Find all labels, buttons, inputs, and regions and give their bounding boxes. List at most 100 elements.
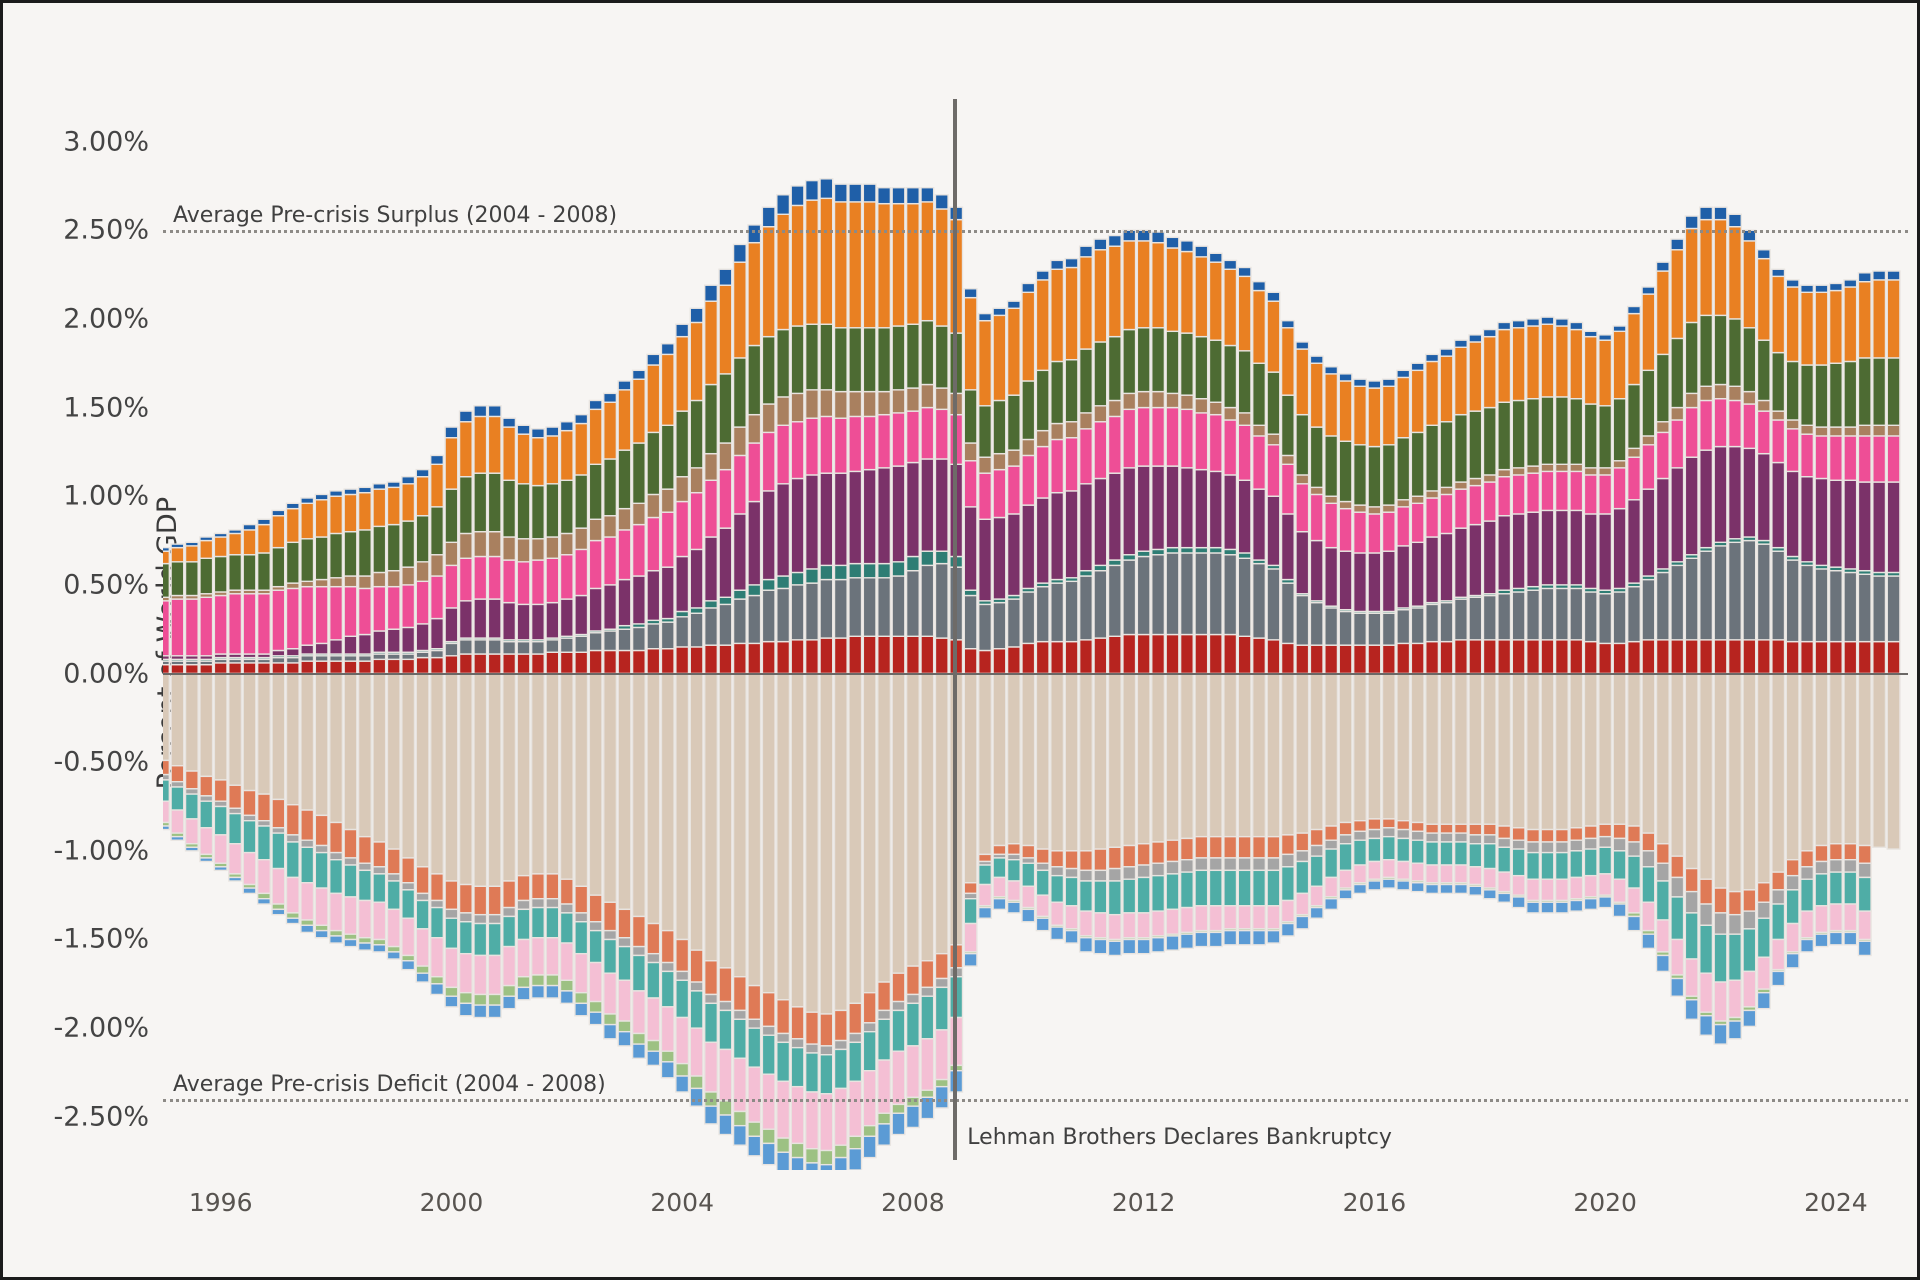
bar-segment-surplus	[1410, 607, 1425, 645]
bar-segment-surplus	[502, 640, 517, 655]
bar-segment-surplus	[747, 642, 762, 675]
bar-segment-deficit	[631, 1043, 646, 1059]
bar-segment-deficit	[314, 887, 329, 927]
bar-segment-deficit	[747, 1018, 762, 1029]
bar-segment-surplus	[978, 456, 993, 474]
bar-segment-surplus	[1381, 612, 1396, 646]
bar-segment-surplus	[1612, 591, 1627, 645]
bar-segment-deficit	[1295, 850, 1310, 863]
bar-segment-surplus	[1569, 463, 1584, 473]
bar-segment-surplus	[314, 493, 329, 501]
bar-segment-surplus	[905, 202, 920, 325]
bar-segment-deficit	[429, 873, 445, 902]
bar-segment-deficit	[1554, 901, 1569, 914]
bar-segment-deficit	[1626, 841, 1642, 857]
bar-segment-surplus	[747, 344, 762, 416]
bar-segment-surplus	[574, 413, 589, 425]
bar-segment-surplus	[516, 424, 531, 435]
bar-segment-deficit	[228, 807, 243, 815]
bar-segment-deficit	[574, 912, 589, 923]
bar-segment-deficit	[1511, 839, 1526, 850]
bar-segment-deficit	[1684, 999, 1699, 1020]
bar-segment-surplus	[1569, 398, 1584, 466]
bar-segment-deficit	[487, 922, 502, 957]
bar-segment-deficit	[934, 1078, 949, 1088]
bar-segment-deficit	[790, 1085, 805, 1145]
bar-segment-deficit	[1684, 867, 1699, 893]
bar-segment-surplus	[732, 426, 747, 457]
bar-segment-deficit	[1569, 827, 1584, 841]
bar-segment-surplus	[1598, 593, 1613, 645]
bar-segment-deficit	[660, 1061, 675, 1079]
bar-segment-surplus	[1497, 321, 1512, 331]
bar-segment-surplus	[1482, 520, 1497, 595]
bar-segment-surplus	[1410, 369, 1425, 434]
bar-segment-deficit	[1410, 672, 1425, 824]
bar-segment-surplus	[992, 601, 1007, 650]
bar-segment-surplus	[1713, 445, 1728, 544]
lehman-event-line	[953, 99, 958, 1160]
bar-segment-deficit	[444, 672, 459, 882]
bar-segment-surplus	[1598, 467, 1613, 476]
bar-segment-deficit	[776, 672, 791, 1001]
bar-segment-deficit	[646, 961, 661, 999]
bar-segment-deficit	[689, 949, 704, 983]
bar-segment-deficit	[1165, 935, 1180, 951]
bar-segment-surplus	[1309, 486, 1324, 496]
bar-segment-surplus	[920, 383, 935, 409]
bar-segment-surplus	[242, 529, 257, 556]
bar-segment-deficit	[588, 921, 603, 932]
bar-segment-deficit	[516, 874, 531, 902]
bar-segment-deficit	[1482, 823, 1497, 836]
bar-segment-surplus	[1179, 633, 1194, 675]
bar-segment-deficit	[228, 672, 243, 786]
bar-segment-surplus	[545, 536, 560, 559]
bar-segment-deficit	[732, 672, 747, 978]
bar-segment-deficit	[343, 896, 358, 935]
bar-segment-surplus	[790, 639, 805, 675]
bar-segment-deficit	[603, 972, 618, 1015]
bar-segment-surplus	[329, 532, 344, 579]
bar-segment-surplus	[1367, 644, 1382, 675]
bar-segment-surplus	[1252, 362, 1267, 427]
bar-segment-surplus	[1194, 256, 1209, 338]
bar-segment-surplus	[1410, 502, 1425, 544]
bar-segment-deficit	[1381, 878, 1396, 889]
bar-segment-surplus	[631, 626, 646, 652]
bar-segment-deficit	[1886, 672, 1901, 850]
bar-segment-deficit	[1352, 672, 1368, 822]
bar-segment-deficit	[1237, 929, 1252, 946]
bar-segment-deficit	[1785, 874, 1800, 891]
bar-segment-deficit	[386, 951, 401, 960]
bar-segment-deficit	[1367, 828, 1382, 840]
bar-segment-surplus	[545, 601, 560, 639]
bar-segment-surplus	[992, 648, 1007, 675]
bar-segment-surplus	[285, 507, 300, 544]
bar-segment-deficit	[300, 672, 315, 811]
bar-segment-surplus	[1093, 405, 1108, 423]
bar-segment-surplus	[1338, 440, 1353, 503]
bar-segment-surplus	[502, 426, 517, 481]
bar-segment-surplus	[689, 548, 704, 609]
bar-segment-surplus	[163, 550, 171, 565]
bar-segment-surplus	[1439, 493, 1454, 535]
bar-segment-deficit	[1742, 672, 1757, 891]
bar-segment-surplus	[1050, 640, 1065, 675]
bar-segment-surplus	[1309, 601, 1324, 646]
bar-segment-deficit	[1612, 878, 1627, 903]
bar-segment-deficit	[1655, 954, 1670, 973]
bar-segment-deficit	[343, 857, 358, 866]
bar-segment-deficit	[1223, 857, 1238, 872]
bar-segment-surplus	[718, 468, 733, 529]
bar-segment-surplus	[1078, 483, 1093, 572]
bar-segment-deficit	[1569, 672, 1584, 829]
bar-segment-deficit	[1050, 926, 1065, 941]
bar-segment-surplus	[329, 577, 344, 588]
bar-segment-deficit	[862, 672, 877, 994]
bar-segment-deficit	[1511, 874, 1526, 896]
bar-segment-surplus	[1165, 633, 1180, 675]
bar-segment-deficit	[1194, 905, 1209, 932]
bar-segment-deficit	[718, 672, 733, 969]
bar-segment-surplus	[1352, 644, 1368, 675]
bar-segment-deficit	[559, 903, 574, 914]
